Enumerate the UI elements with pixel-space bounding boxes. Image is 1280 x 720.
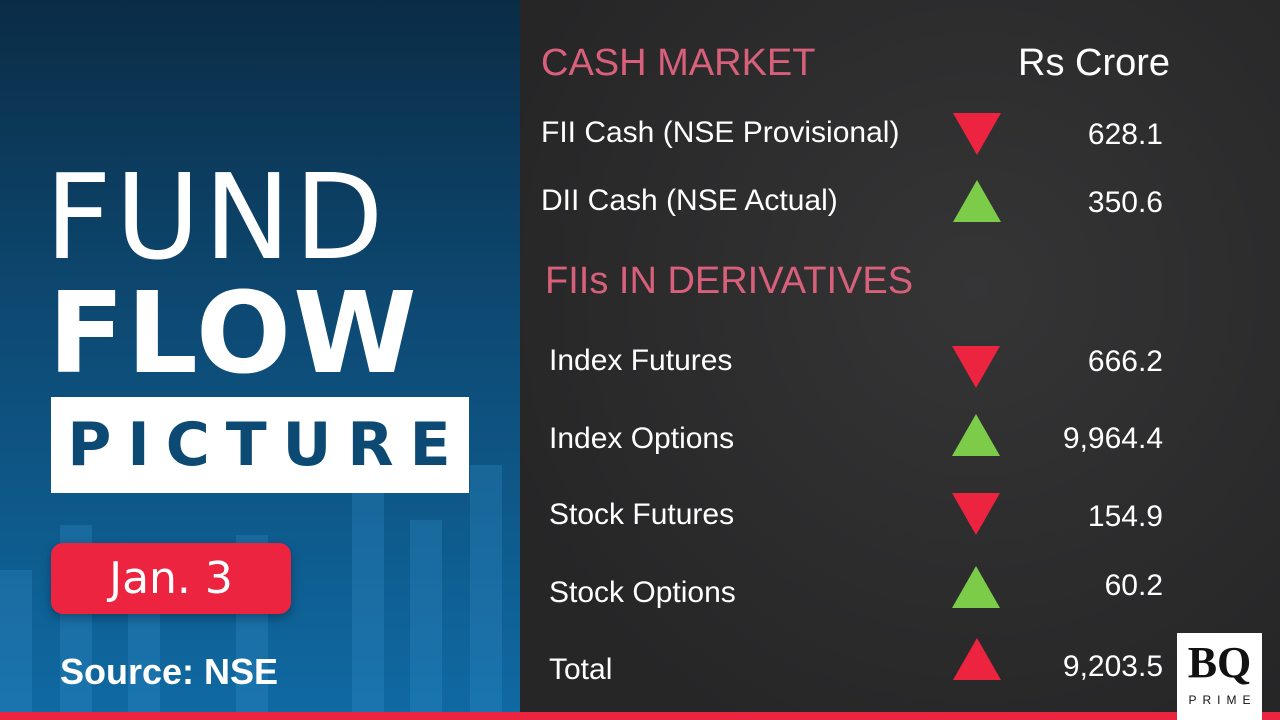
row-label: Index Options xyxy=(549,422,735,455)
row-value: 60.2 xyxy=(1104,569,1163,602)
title-picture: PICTURE xyxy=(67,410,467,480)
up-arrow-icon xyxy=(952,566,1000,608)
up-arrow-icon xyxy=(953,638,1001,680)
row-value: 628.1 xyxy=(1087,118,1163,151)
cash-market-heading: CASH MARKET xyxy=(541,42,816,84)
bq-prime-logo: BQ PRIME xyxy=(1177,633,1262,720)
derivatives-heading: FIIs IN DERIVATIVES xyxy=(545,260,914,302)
row-value: 9,203.5 xyxy=(1062,650,1163,683)
row-label: FII Cash (NSE Provisional) xyxy=(541,116,900,149)
row-label: Stock Futures xyxy=(549,498,735,531)
source-label: Source: NSE xyxy=(60,651,279,692)
row-value: 350.6 xyxy=(1087,186,1163,219)
logo-sub: PRIME xyxy=(1188,693,1257,707)
row-value: 666.2 xyxy=(1087,345,1163,378)
down-arrow-icon xyxy=(952,493,1000,535)
date-badge: Jan. 3 xyxy=(51,543,291,614)
up-arrow-icon xyxy=(953,180,1001,222)
logo-main: BQ xyxy=(1187,638,1252,687)
title-picture-box: PICTURE xyxy=(51,397,469,493)
down-arrow-icon xyxy=(952,346,1000,388)
background-bar xyxy=(470,465,502,720)
title-fund: FUND xyxy=(45,148,388,286)
up-arrow-icon xyxy=(952,414,1000,456)
unit-label: Rs Crore xyxy=(1018,42,1171,84)
background-bar xyxy=(410,520,442,720)
row-label: Total xyxy=(549,653,613,686)
row-label: DII Cash (NSE Actual) xyxy=(541,184,838,217)
down-arrow-icon xyxy=(953,113,1001,155)
row-value: 154.9 xyxy=(1087,500,1163,533)
title-panel: FUND FLOW PICTURE Jan. 3 Source: NSE xyxy=(0,0,520,720)
row-label: Index Futures xyxy=(549,344,733,377)
row-value: 9,964.4 xyxy=(1062,422,1163,455)
background-bar xyxy=(0,570,32,720)
data-panel xyxy=(520,0,1280,720)
bottom-stripe xyxy=(0,712,1280,720)
title-flow: FLOW xyxy=(48,269,419,399)
row-label: Stock Options xyxy=(549,576,736,609)
